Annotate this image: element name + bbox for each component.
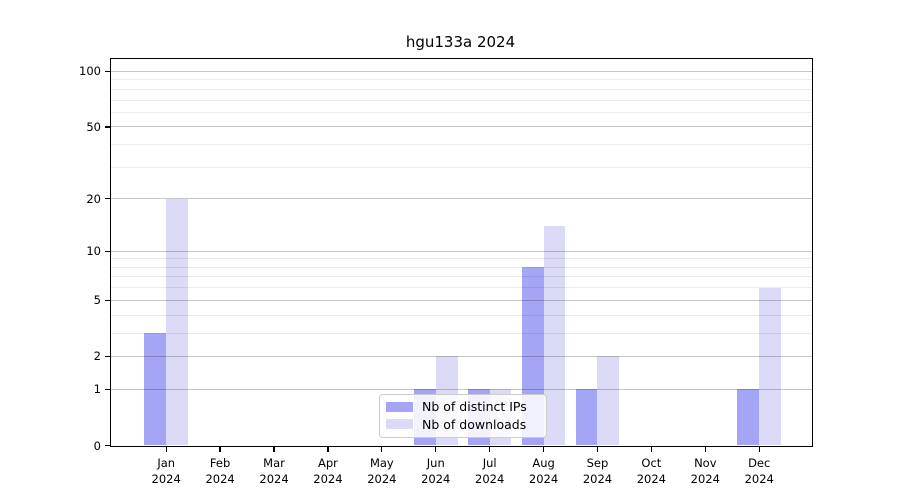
bar-downloads-dec (759, 287, 781, 446)
x-tick-mark (435, 447, 437, 452)
gridline-minor (111, 332, 812, 334)
y-tick-mark (104, 70, 110, 73)
x-tick-label: Jan 2024 (151, 455, 181, 487)
legend: Nb of distinct IPs Nb of downloads (379, 393, 547, 438)
x-tick-mark (758, 447, 760, 452)
gridline-minor (111, 276, 812, 278)
gridline-major (111, 250, 812, 252)
legend-item-distinct-ips: Nb of distinct IPs (386, 399, 540, 414)
x-tick-label: Nov 2024 (690, 455, 720, 487)
y-tick-mark (104, 250, 110, 252)
gridline-minor (111, 111, 812, 113)
y-tick-mark (104, 388, 110, 390)
x-tick-label: Jun 2024 (421, 455, 451, 487)
gridline-major (111, 198, 812, 200)
x-tick-mark (381, 447, 383, 452)
gridline-minor (111, 266, 812, 268)
gridline-major (111, 70, 812, 72)
gridline-minor (111, 258, 812, 260)
x-tick-mark (165, 447, 167, 452)
gridline-major (111, 388, 812, 390)
bar-distinct-ips-sep (575, 389, 598, 446)
y-tick-label: 1 (93, 382, 101, 397)
legend-swatch-distinct-ips (386, 401, 413, 412)
x-tick-mark (542, 447, 545, 452)
chart-title: hgu133a 2024 (405, 33, 516, 51)
y-tick-label: 20 (86, 191, 101, 206)
legend-label-distinct-ips: Nb of distinct IPs (422, 399, 527, 415)
bar-downloads-aug (543, 226, 566, 446)
legend-label-downloads: Nb of downloads (422, 416, 527, 432)
gridline-minor (111, 166, 812, 168)
y-tick-label: 5 (93, 293, 101, 308)
y-tick-label: 0 (93, 438, 101, 453)
x-tick-label: Oct 2024 (636, 455, 667, 487)
gridline-minor (111, 79, 812, 81)
x-tick-label: Dec 2024 (744, 455, 774, 487)
plot-area: Nb of distinct IPs Nb of downloads 0 1 2 5 1… (79, 57, 813, 486)
gridline-minor (111, 287, 812, 289)
y-tick-label: 2 (93, 349, 101, 364)
y-tick-mark (104, 126, 110, 128)
x-tick-mark (650, 447, 653, 452)
y-tick-label: 10 (86, 244, 101, 259)
legend-swatch-downloads (386, 419, 413, 430)
bar-downloads-jan (166, 198, 188, 446)
x-tick-mark (489, 447, 491, 452)
legend-item-downloads: Nb of downloads (386, 417, 540, 432)
y-tick-mark (104, 198, 110, 200)
x-tick-label: Feb 2024 (205, 455, 235, 487)
x-tick-label: Sep 2024 (582, 455, 613, 487)
x-tick-label: Jul 2024 (475, 455, 505, 487)
x-tick-mark (273, 447, 275, 452)
gridline-major (111, 355, 812, 357)
y-tick-mark (104, 444, 110, 447)
y-tick-label: 50 (86, 119, 101, 134)
x-tick-mark (327, 447, 329, 452)
y-tick-mark (104, 299, 110, 301)
gridline-major (111, 299, 812, 301)
gridline-minor (111, 99, 812, 101)
bar-downloads-sep (597, 356, 620, 446)
y-tick-mark (104, 355, 110, 358)
x-tick-label: Aug 2024 (528, 455, 559, 487)
y-tick-label: 100 (79, 64, 101, 79)
gridline-minor (111, 314, 812, 316)
x-tick-mark (704, 447, 706, 452)
x-tick-mark (596, 447, 599, 452)
x-tick-label: Apr 2024 (313, 455, 343, 487)
x-tick-label: Mar 2024 (259, 455, 289, 487)
bar-distinct-ips-jan (144, 333, 167, 446)
gridline-minor (111, 88, 812, 90)
gridline-major (111, 126, 812, 128)
x-tick-mark (219, 447, 221, 452)
gridline-minor (111, 144, 812, 146)
x-tick-label: May 2024 (367, 455, 397, 487)
bar-distinct-ips-dec (737, 389, 760, 446)
